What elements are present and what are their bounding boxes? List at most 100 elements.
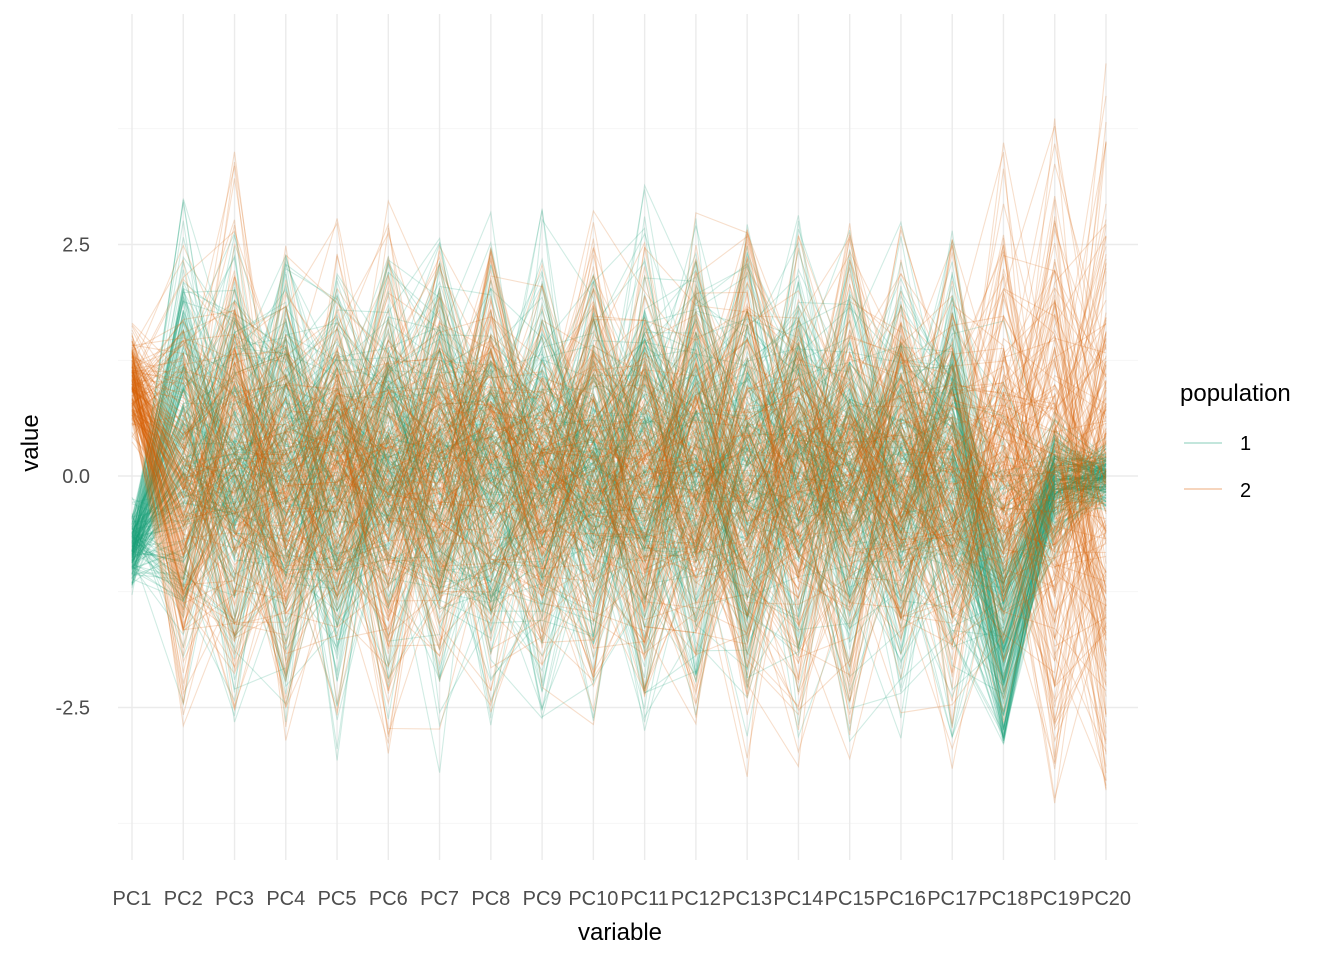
- series-2-line: [131, 330, 1107, 593]
- series-2-line: [131, 238, 1107, 720]
- series-2-line: [131, 219, 1107, 625]
- series-1-line: [131, 231, 1107, 717]
- series-1-line: [131, 280, 1107, 638]
- series-2-line: [131, 317, 1107, 626]
- series-1-line: [131, 262, 1107, 693]
- series-1-line: [131, 309, 1107, 656]
- series-1-line: [131, 316, 1107, 705]
- series-1-line: [131, 261, 1107, 726]
- series-1-line: [131, 312, 1107, 727]
- series-1-line: [131, 304, 1107, 641]
- series-1-line: [131, 230, 1107, 589]
- series-2-line: [131, 165, 1107, 606]
- series-1-line: [131, 261, 1107, 602]
- series-1-line: [131, 264, 1107, 742]
- series-2-line: [131, 168, 1107, 686]
- series-1-line: [131, 286, 1107, 587]
- series-1-line: [131, 210, 1107, 678]
- series-2-line: [131, 245, 1107, 786]
- series-1-line: [131, 271, 1107, 671]
- series-1-line: [131, 376, 1107, 740]
- series-2-line: [131, 337, 1107, 687]
- series-2-line: [131, 239, 1107, 675]
- series-2-line: [131, 203, 1107, 669]
- series-2-line: [131, 274, 1107, 745]
- series-2-line: [131, 142, 1107, 649]
- series-1-line: [131, 306, 1107, 741]
- series-1-line: [131, 310, 1107, 688]
- series-1-line: [131, 310, 1107, 705]
- series-1: [131, 183, 1107, 773]
- series-2-line: [131, 320, 1107, 743]
- series-1-line: [131, 350, 1107, 560]
- series-1-line: [131, 277, 1107, 737]
- series-1-line: [131, 251, 1107, 708]
- series-1-line: [131, 337, 1107, 666]
- series-2-line: [131, 296, 1107, 704]
- x-tick-label: PC20: [1081, 888, 1131, 910]
- series-2-line: [131, 246, 1107, 680]
- series-2-line: [131, 225, 1107, 655]
- series-1-line: [131, 263, 1107, 719]
- series-1-line: [131, 217, 1107, 719]
- x-tick-label: PC16: [876, 888, 926, 910]
- series-2-line: [131, 335, 1107, 673]
- series-2-line: [131, 295, 1107, 678]
- series-1-line: [131, 335, 1107, 734]
- series-2-line: [131, 268, 1107, 602]
- series-2-line: [131, 223, 1107, 615]
- series-2-line: [131, 126, 1107, 634]
- series-1-line: [131, 340, 1107, 690]
- series-1-line: [131, 387, 1107, 739]
- series-2-line: [131, 314, 1107, 731]
- series-2-line: [131, 248, 1107, 741]
- series-1-line: [131, 259, 1107, 674]
- series-2-line: [131, 235, 1107, 723]
- series-1-line: [131, 220, 1107, 627]
- series-2-line: [131, 279, 1107, 742]
- series-2-line: [131, 275, 1107, 656]
- series-1-line: [131, 282, 1107, 603]
- series-2-line: [131, 308, 1107, 601]
- series-2-line: [131, 239, 1107, 644]
- series-2-line: [131, 302, 1107, 769]
- y-axis-tick-labels: -2.5 0.0 2.5: [56, 235, 90, 720]
- series-1-line: [131, 312, 1107, 646]
- series-2-line: [131, 244, 1107, 716]
- series-1-line: [131, 273, 1107, 659]
- series-1-line: [131, 241, 1107, 676]
- series-1-line: [131, 362, 1107, 761]
- series-2-line: [131, 290, 1107, 675]
- series-1-line: [131, 444, 1107, 639]
- series-2-line: [131, 275, 1107, 678]
- series-2-line: [131, 341, 1107, 636]
- x-axis-tick-labels: PC1 PC2 PC3 PC4 PC5 PC6 PC7 PC8 PC9 PC10 PC11 PC12 P…: [113, 888, 1131, 910]
- series-2: [131, 63, 1107, 804]
- series-1-line: [131, 314, 1107, 596]
- series-2-line: [131, 340, 1107, 700]
- series-2-line: [131, 283, 1107, 620]
- series-2-line: [131, 305, 1107, 630]
- series-2-line: [131, 337, 1107, 604]
- series-2-line: [131, 321, 1107, 725]
- series-2-line: [131, 232, 1107, 681]
- series-2-line: [131, 277, 1107, 700]
- x-tick-label: PC1: [113, 888, 152, 910]
- series-1-line: [131, 362, 1107, 716]
- series-2-line: [131, 63, 1107, 728]
- series-1-line: [131, 264, 1107, 617]
- series-1-line: [131, 200, 1107, 717]
- series-1-line: [131, 363, 1107, 614]
- series-1-line: [131, 322, 1107, 686]
- series-1-line: [131, 316, 1107, 598]
- y-tick-label: 2.5: [62, 235, 90, 257]
- series-1-line: [131, 295, 1107, 729]
- series-1-line: [131, 309, 1107, 585]
- series-2-line: [131, 264, 1107, 697]
- series-1-line: [131, 312, 1107, 695]
- series-2-line: [131, 301, 1107, 648]
- series-2-line: [131, 143, 1107, 656]
- series-2-line: [131, 241, 1107, 656]
- series-1-line: [131, 322, 1107, 731]
- series-2-line: [131, 259, 1107, 736]
